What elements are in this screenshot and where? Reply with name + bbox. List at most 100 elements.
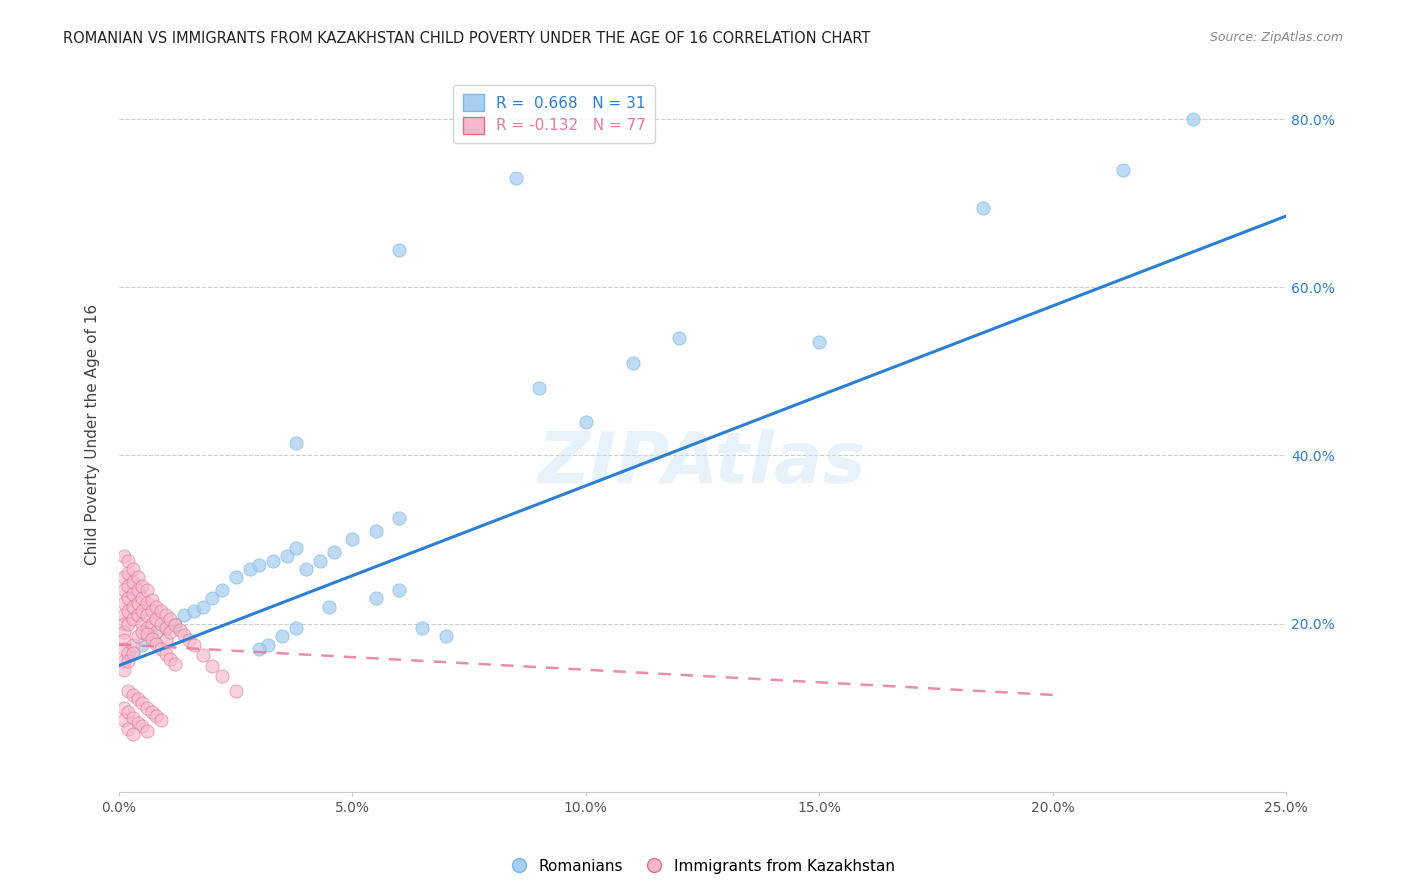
Point [169,624,191,638]
Point [165,657,187,671]
Point [122,688,145,702]
Point [155,621,177,635]
Point [257,638,280,652]
Point [112,713,135,727]
Point [388,511,411,525]
Point [211,668,233,682]
Point [117,616,139,631]
Point [155,621,177,635]
Point [136,700,159,714]
Point [136,724,159,739]
Point [527,381,550,395]
Point [225,570,247,584]
Legend: R =  0.668   N = 31, R = -0.132   N = 77: R = 0.668 N = 31, R = -0.132 N = 77 [454,85,655,143]
Point [131,624,153,639]
Point [285,436,308,450]
Point [127,608,149,623]
Point [308,553,330,567]
Point [173,608,195,623]
Point [131,696,153,710]
Point [239,562,262,576]
Point [247,641,270,656]
Point [285,541,308,555]
Point [127,595,149,609]
Point [136,582,159,597]
Point [201,591,224,606]
Point [318,599,340,614]
Point [127,582,149,597]
Point [141,604,163,618]
Point [145,612,167,626]
Point [136,621,159,635]
Point [191,648,214,663]
Point [127,715,149,730]
Point [145,624,167,639]
Point [201,658,224,673]
Point [136,626,159,640]
Point [117,646,139,660]
Point [159,652,181,666]
Point [131,604,153,618]
Point [112,570,135,584]
Point [808,334,831,349]
Point [150,604,173,618]
Point [505,171,527,186]
Point [668,331,690,345]
Point [150,616,173,631]
Point [322,545,344,559]
Point [150,641,173,656]
Point [127,692,149,706]
Point [117,654,139,668]
Point [972,201,994,215]
Point [122,727,145,741]
Point [122,646,145,660]
Point [621,356,644,370]
Point [136,608,159,623]
Point [173,628,195,642]
Point [159,612,181,626]
Point [183,638,205,652]
Point [183,604,205,618]
Point [117,579,139,593]
Point [159,624,181,639]
Point [112,582,135,597]
Point [117,591,139,606]
Point [155,608,177,623]
Point [131,579,153,593]
Point [271,629,294,643]
Point [1111,162,1133,177]
Point [112,700,135,714]
Point [191,599,214,614]
Point [145,599,167,614]
Point [1181,112,1204,127]
Point [112,624,135,639]
Point [276,549,298,564]
Point [112,608,135,623]
Point [575,415,598,429]
Point [165,616,187,631]
Point [112,641,135,656]
Point [112,595,135,609]
Point [117,705,139,719]
Point [136,595,159,609]
Point [117,722,139,736]
Point [388,243,411,257]
Point [122,612,145,626]
Point [117,604,139,618]
Point [112,633,135,648]
Point [141,705,163,719]
Point [131,719,153,733]
Point [122,587,145,601]
Point [150,713,173,727]
Point [131,591,153,606]
Point [122,599,145,614]
Point [285,621,308,635]
Point [117,683,139,698]
Point [122,710,145,724]
Point [131,638,153,652]
Point [112,654,135,668]
Point [364,524,387,538]
Point [294,562,316,576]
Point [127,570,149,584]
Point [141,629,163,643]
